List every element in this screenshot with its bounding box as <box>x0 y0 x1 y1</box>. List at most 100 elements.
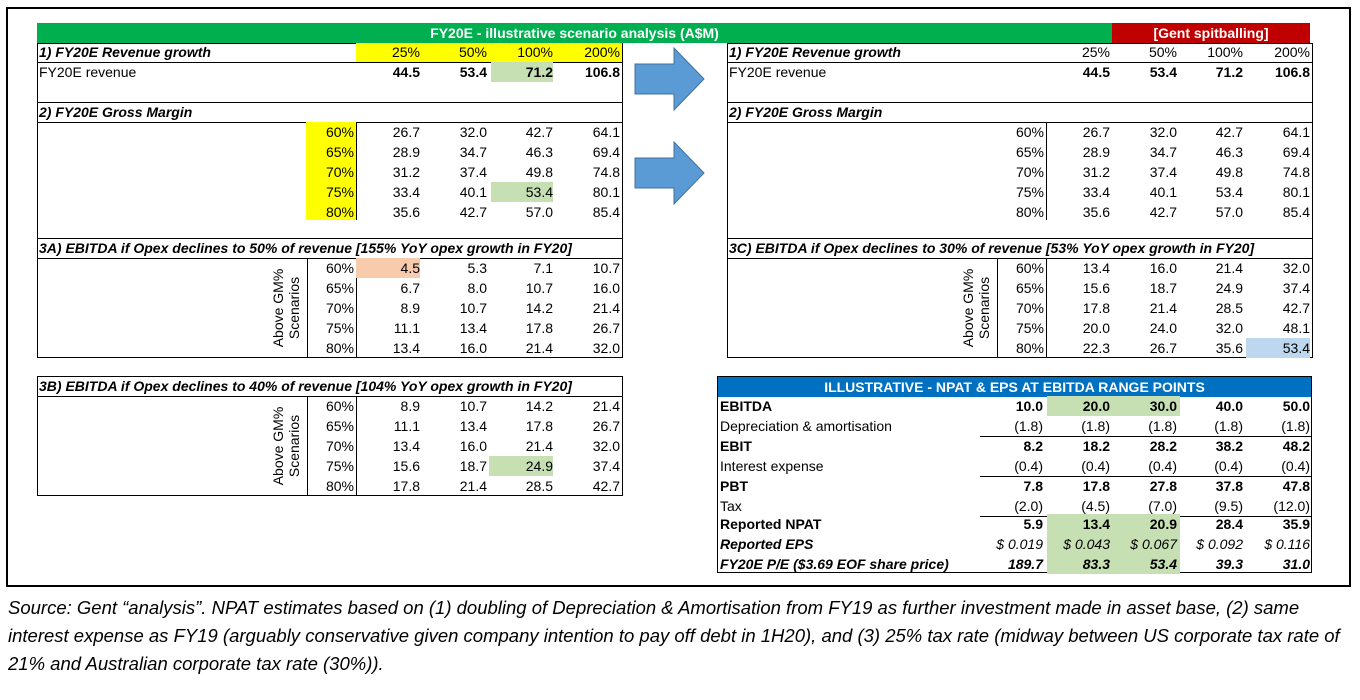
npat-value: (7.0) <box>1148 498 1177 514</box>
npat-value: 40.0 <box>1215 398 1243 414</box>
divider <box>356 258 357 358</box>
right-arrow-icon <box>634 141 705 205</box>
npat-value: 31.0 <box>1282 556 1310 572</box>
source-caption: Source: Gent “analysis”. NPAT estimates … <box>8 597 1340 674</box>
growth-pct-header: 50% <box>1148 44 1177 60</box>
divider <box>727 43 1312 44</box>
ebitda-value: 32.0 <box>1282 260 1310 276</box>
ebitda-value: 11.1 <box>393 418 420 434</box>
divider <box>980 436 1312 437</box>
divider <box>1046 258 1047 358</box>
row-label: Depreciation & amortisation <box>720 418 892 434</box>
gross-margin-value: 26.7 <box>392 124 420 140</box>
gross-margin-value: 85.4 <box>1282 204 1310 220</box>
ebitda-value: 11.1 <box>393 320 420 336</box>
divider <box>37 258 622 259</box>
npat-value: (9.5) <box>1214 498 1243 514</box>
gross-margin-value: 49.8 <box>1215 164 1243 180</box>
ebitda-value: 14.2 <box>525 300 553 316</box>
gross-margin-value: 42.7 <box>1215 124 1243 140</box>
ebitda-value: 21.4 <box>592 398 620 414</box>
ebitda-value: 8.0 <box>467 280 487 296</box>
npat-value: (0.4) <box>1281 458 1310 474</box>
gross-margin-value: 26.7 <box>1082 124 1110 140</box>
gm-pct-label: 80% <box>325 204 354 220</box>
gross-margin-value: 35.6 <box>1082 204 1110 220</box>
ebitda-value: 16.0 <box>459 438 487 454</box>
header-title: FY20E - illustrative scenario analysis (… <box>37 23 1112 43</box>
side-label-line: Above GM% <box>270 406 286 486</box>
side-label: Above GM% Scenarios <box>960 253 992 363</box>
gross-margin-value: 42.7 <box>1149 204 1177 220</box>
gm-pct-label: 70% <box>1015 164 1044 180</box>
gross-margin-value: 57.0 <box>525 204 553 220</box>
divider <box>307 396 308 496</box>
section-title: 2) FY20E Gross Margin <box>729 104 883 120</box>
gross-margin-value: 80.1 <box>592 184 620 200</box>
gm-pct-label: 75% <box>325 320 354 336</box>
gm-pct-label: 75% <box>1015 184 1044 200</box>
gross-margin-value: 64.1 <box>592 124 620 140</box>
npat-value: 39.3 <box>1215 556 1243 572</box>
highlight <box>1047 554 1180 574</box>
ebitda-value: 26.7 <box>592 418 620 434</box>
gross-margin-value: 42.7 <box>525 124 553 140</box>
growth-pct-header: 100% <box>1207 44 1243 60</box>
gm-pct-label: 80% <box>325 478 354 494</box>
gm-pct-label: 60% <box>325 124 354 140</box>
npat-value: (4.5) <box>1081 498 1110 514</box>
npat-value: 28.4 <box>1215 516 1243 532</box>
section-title: 3C) EBITDA if Opex declines to 30% of re… <box>729 240 1255 256</box>
ebitda-value: 28.5 <box>525 478 553 494</box>
npat-value: $ 0.067 <box>1130 536 1177 552</box>
gross-margin-value: 53.4 <box>1215 184 1243 200</box>
divider <box>727 62 1312 63</box>
ebitda-value: 7.1 <box>533 260 553 276</box>
npat-title: ILLUSTRATIVE - NPAT & EPS AT EBITDA RANG… <box>718 377 1311 397</box>
npat-value: (12.0) <box>1273 498 1310 514</box>
ebitda-value: 22.3 <box>1082 340 1110 356</box>
divider <box>37 102 622 103</box>
gm-pct-label: 65% <box>325 280 354 296</box>
revenue-value: 44.5 <box>392 64 420 80</box>
header-tag: [Gent spitballing] <box>1112 23 1310 43</box>
gross-margin-value: 80.1 <box>1282 184 1310 200</box>
npat-value: $ 0.116 <box>1264 536 1310 552</box>
gross-margin-value: 69.4 <box>1282 144 1310 160</box>
gm-pct-label: 70% <box>325 438 354 454</box>
ebitda-value: 10.7 <box>525 280 553 296</box>
ebitda-value: 5.3 <box>467 260 487 276</box>
divider <box>980 476 1312 477</box>
gross-margin-value: 46.3 <box>1215 144 1243 160</box>
ebitda-value: 4.5 <box>356 258 420 278</box>
divider <box>622 43 623 238</box>
gm-pct-label: 60% <box>325 260 354 276</box>
npat-value: (1.8) <box>1081 418 1110 434</box>
npat-value: (2.0) <box>1014 498 1043 514</box>
side-label-line: Above GM% <box>270 268 286 348</box>
npat-value: 47.8 <box>1282 478 1310 494</box>
npat-value: 50.0 <box>1282 398 1310 414</box>
npat-value: 5.9 <box>1023 516 1043 532</box>
ebitda-value: 13.4 <box>459 320 487 336</box>
ebitda-value: 53.4 <box>1246 338 1310 358</box>
ebitda-value: 37.4 <box>1282 280 1310 296</box>
row-label: Interest expense <box>720 458 824 474</box>
highlight <box>1047 534 1180 554</box>
gross-margin-value: 42.7 <box>459 204 487 220</box>
side-label-line: Scenarios <box>286 414 302 478</box>
revenue-value: 71.2 <box>1215 64 1243 80</box>
yellow-band <box>306 122 356 220</box>
row-label: Tax <box>720 498 742 514</box>
gm-pct-label: 60% <box>1015 124 1044 140</box>
gross-margin-value: 32.0 <box>1149 124 1177 140</box>
divider <box>307 258 308 358</box>
ebitda-value: 24.9 <box>489 456 553 476</box>
section-title: 1) FY20E Revenue growth <box>729 44 901 60</box>
row-label: FY20E revenue <box>39 64 137 80</box>
npat-value: (1.8) <box>1148 418 1177 434</box>
row-label: EBITDA <box>720 398 773 414</box>
gm-pct-label: 60% <box>1015 260 1044 276</box>
ebitda-value: 6.7 <box>400 280 420 296</box>
divider <box>37 396 622 397</box>
